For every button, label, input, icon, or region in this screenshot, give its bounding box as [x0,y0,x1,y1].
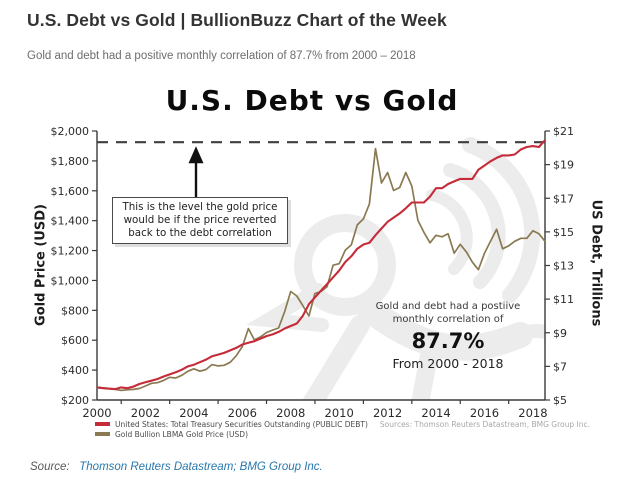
y-left-tick-label: $1,400 [51,215,90,228]
y-left-tick-label: $1,600 [51,185,90,198]
x-tick-label: 2018 [518,406,547,420]
y-right-tick-label: $17 [553,192,574,205]
y-left-tick-label: $1,000 [51,274,90,287]
x-tick-label: 2012 [373,406,402,420]
gold-reversion-annotation: This is the level the gold price would b… [112,197,288,244]
debt-series-swatch [95,422,110,426]
y-left-tick-label: $600 [61,334,89,347]
gold-series-label: Gold Bullion LBMA Gold Price (USD) [115,429,249,439]
x-tick-label: 2016 [470,406,499,420]
x-tick-label: 2000 [82,406,111,420]
legend-row-gold: Gold Bullion LBMA Gold Price (USD) [95,429,615,439]
y-left-tick-label: $400 [61,364,89,377]
correlation-intro: monthly correlation of [392,314,504,325]
chart-legend: United States: Total Treasury Securities… [95,419,615,439]
x-tick-label: 2010 [325,406,354,420]
debt-series-label: United States: Total Treasury Securities… [115,419,368,429]
page-title: U.S. Debt vs Gold | BullionBuzz Chart of… [27,10,447,30]
chart-sources-note: Sources: Thomson Reuters Datastream, BMG… [379,419,590,429]
x-tick-label: 2002 [131,406,160,420]
y-left-tick-label: $200 [61,394,89,407]
y-right-tick-label: $21 [553,125,574,138]
legend-row-debt: United States: Total Treasury Securities… [95,419,615,429]
correlation-annotation: Gold and debt had a postiive monthly cor… [368,300,528,371]
y-left-tick-label: $800 [61,304,89,317]
y-axis-title-right: US Debt, Trillions [588,199,604,327]
y-left-tick-label: $1,200 [51,245,90,258]
correlation-value: 87.7% [411,329,485,353]
y-left-tick-label: $1,800 [51,155,90,168]
x-tick-label: 2004 [179,406,208,420]
gold-series-swatch [95,432,110,436]
source-line: Source: Thomson Reuters Datastream; BMG … [30,461,323,473]
y-left-tick-label: $2,000 [51,125,90,138]
correlation-intro: Gold and debt had a postiive [375,301,521,312]
y-right-tick-label: $7 [553,360,567,373]
y-right-tick-label: $13 [553,260,574,273]
source-prefix: Source: [30,461,70,473]
y-right-tick-label: $9 [553,327,567,340]
chart-title: U.S. Debt vs Gold [165,84,459,117]
x-tick-label: 2006 [228,406,257,420]
y-right-tick-label: $11 [553,293,574,306]
y-right-tick-label: $19 [553,159,574,172]
annotation-line: This is the level the gold price [122,201,278,213]
y-axis-title-left: Gold Price (USD) [33,204,49,326]
y-right-tick-label: $5 [553,394,567,407]
annotation-line: would be if the price reverted [123,214,277,226]
bmg-watermark-logo [246,137,545,400]
debt-series-line [96,139,546,391]
y-right-tick-label: $15 [553,226,574,239]
x-tick-label: 2014 [421,406,450,420]
x-tick-label: 2008 [276,406,305,420]
source-link[interactable]: Thomson Reuters Datastream; BMG Group In… [79,461,323,473]
annotation-arrow-head [188,146,204,164]
page-subtitle: Gold and debt had a positive monthly cor… [27,50,416,62]
correlation-range: From 2000 - 2018 [392,356,504,371]
chart-canvas: $2,000 $1,800 $1,600 $1,400 $1,200 $1,000 $800… [51,125,575,420]
annotation-line: back to the debt correlation [128,227,272,239]
